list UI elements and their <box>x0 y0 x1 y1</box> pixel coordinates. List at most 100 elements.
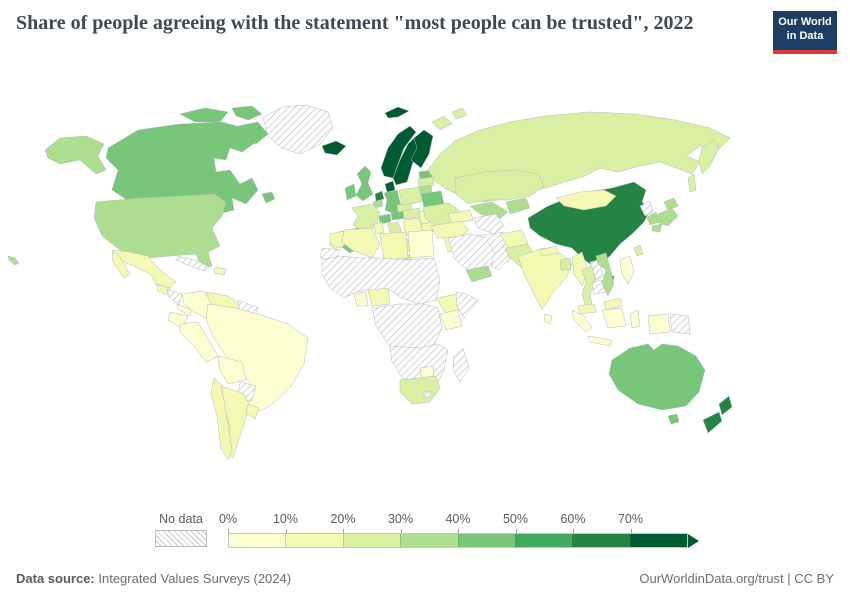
country-indonesia-sumatra[interactable] <box>571 309 593 333</box>
country-greenland[interactable] <box>262 104 334 155</box>
legend-tick-label-30%: 30% <box>387 512 414 526</box>
country-usa-alaska[interactable] <box>44 135 107 175</box>
country-honduras-nicaragua[interactable] <box>166 288 183 306</box>
legend-bin-0-10%[interactable] <box>229 534 286 547</box>
legend-tick-mark <box>228 529 229 533</box>
country-malaysia[interactable] <box>577 303 597 315</box>
country-new-zealand-south[interactable] <box>702 411 723 434</box>
country-ghana[interactable] <box>353 291 369 307</box>
country-sri-lanka[interactable] <box>543 313 553 325</box>
country-north-korea[interactable] <box>639 200 654 217</box>
country-papua-new-guinea[interactable] <box>669 313 691 335</box>
legend-tick-label-70%: 70% <box>617 512 644 526</box>
legend-tick-label-10%: 10% <box>272 512 299 526</box>
data-source-label: Data source: <box>16 571 95 586</box>
country-malaysia-borneo[interactable] <box>603 297 623 311</box>
country-india[interactable] <box>517 247 573 311</box>
country-poland[interactable] <box>398 186 423 206</box>
country-oman-gulf[interactable] <box>490 245 510 271</box>
country-canada-newfoundland[interactable] <box>261 191 276 204</box>
country-libya[interactable] <box>379 231 409 261</box>
country-caucasus[interactable] <box>447 209 474 225</box>
country-kazakhstan[interactable] <box>454 169 545 205</box>
legend-bin-30-40%[interactable] <box>400 534 458 547</box>
country-indonesia-sulawesi[interactable] <box>629 309 641 329</box>
country-australia-tasmania[interactable] <box>667 413 680 425</box>
country-kenya[interactable] <box>439 309 463 331</box>
country-switzerland[interactable] <box>378 213 392 225</box>
country-canada-arctic-1[interactable] <box>179 107 229 123</box>
country-new-zealand-north[interactable] <box>718 395 733 416</box>
country-russia-sakhalin[interactable] <box>687 173 697 193</box>
country-turkmenistan[interactable] <box>473 213 505 235</box>
country-dominican-republic[interactable] <box>213 266 227 276</box>
country-usa-hawaii[interactable] <box>7 255 20 266</box>
country-norway[interactable] <box>380 125 417 179</box>
country-australia[interactable] <box>608 343 706 411</box>
country-lesotho[interactable] <box>423 391 431 398</box>
legend-tick-mark <box>630 529 632 533</box>
country-russia-kamchatka[interactable] <box>698 139 720 175</box>
legend-tick-mark <box>515 529 517 533</box>
legend-bin-20-30%[interactable] <box>342 534 401 547</box>
country-russia-arctic-isles[interactable] <box>451 107 468 120</box>
country-denmark[interactable] <box>384 180 396 193</box>
country-costarica-panama[interactable] <box>176 303 193 317</box>
country-japan-hokkaido[interactable] <box>663 197 679 211</box>
country-china[interactable] <box>527 181 651 273</box>
country-vietnam[interactable] <box>595 252 615 297</box>
country-uzbekistan[interactable] <box>469 201 509 221</box>
legend-tick-label-60%: 60% <box>560 512 586 526</box>
country-iceland[interactable] <box>321 140 347 156</box>
country-uruguay[interactable] <box>245 403 260 420</box>
owid-trust-link[interactable]: OurWorldinData.org/trust <box>639 571 784 586</box>
country-canada-arctic-2[interactable] <box>231 105 263 121</box>
legend-row <box>228 533 708 548</box>
country-kyrgyz-tajik[interactable] <box>505 197 531 215</box>
country-indonesia-java[interactable] <box>587 335 613 347</box>
country-ireland[interactable] <box>344 183 357 201</box>
country-turkey[interactable] <box>430 220 470 239</box>
country-algeria[interactable] <box>341 227 381 259</box>
country-svalbard[interactable] <box>384 106 410 119</box>
country-bolivia[interactable] <box>217 355 247 385</box>
legend-no-data-swatch[interactable] <box>155 530 207 547</box>
country-finland[interactable] <box>410 129 434 169</box>
country-indonesia-papua[interactable] <box>647 313 671 335</box>
country-mongolia[interactable] <box>555 189 617 211</box>
country-russia-novaya-zemlya[interactable] <box>431 115 453 131</box>
country-philippines[interactable] <box>619 255 635 285</box>
country-usa[interactable] <box>93 193 227 269</box>
country-south-africa[interactable] <box>399 375 441 405</box>
country-chile[interactable] <box>210 377 233 461</box>
country-bangladesh[interactable] <box>559 257 572 271</box>
country-tunisia[interactable] <box>373 221 385 235</box>
country-brazil[interactable] <box>205 303 309 415</box>
country-japan-kyushu[interactable] <box>651 223 663 233</box>
legend-bin-50-60%[interactable] <box>514 534 573 547</box>
legend-bin-70%+[interactable] <box>629 534 687 547</box>
country-nigeria[interactable] <box>367 287 391 307</box>
owid-logo[interactable]: Our World in Data <box>773 11 837 54</box>
country-cuba[interactable] <box>175 255 210 272</box>
legend-bin-60-70%[interactable] <box>572 534 630 547</box>
country-yemen[interactable] <box>465 265 493 283</box>
country-somalia[interactable] <box>455 291 479 319</box>
chart-title: Share of people agreeing with the statem… <box>16 12 694 34</box>
country-madagascar[interactable] <box>452 347 470 383</box>
country-nepal[interactable] <box>539 245 559 257</box>
country-uk[interactable] <box>355 165 374 202</box>
owid-logo-line2: in Data <box>786 29 824 42</box>
legend-bin-40-50%[interactable] <box>457 534 515 547</box>
country-indonesia-kalimantan[interactable] <box>601 307 627 329</box>
country-mexico-baja[interactable] <box>111 251 131 279</box>
country-peru[interactable] <box>179 321 219 363</box>
country-latvia[interactable] <box>417 176 435 188</box>
country-japan-honshu[interactable] <box>655 207 679 227</box>
legend-bin-10-20%[interactable] <box>285 534 343 547</box>
country-netherlands[interactable] <box>374 190 385 202</box>
legend-tick-mark <box>573 529 574 533</box>
country-taiwan[interactable] <box>633 244 644 257</box>
country-egypt[interactable] <box>407 229 435 259</box>
country-guatemala[interactable] <box>155 283 171 296</box>
